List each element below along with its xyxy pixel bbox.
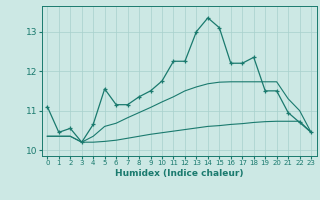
X-axis label: Humidex (Indice chaleur): Humidex (Indice chaleur) [115,169,244,178]
